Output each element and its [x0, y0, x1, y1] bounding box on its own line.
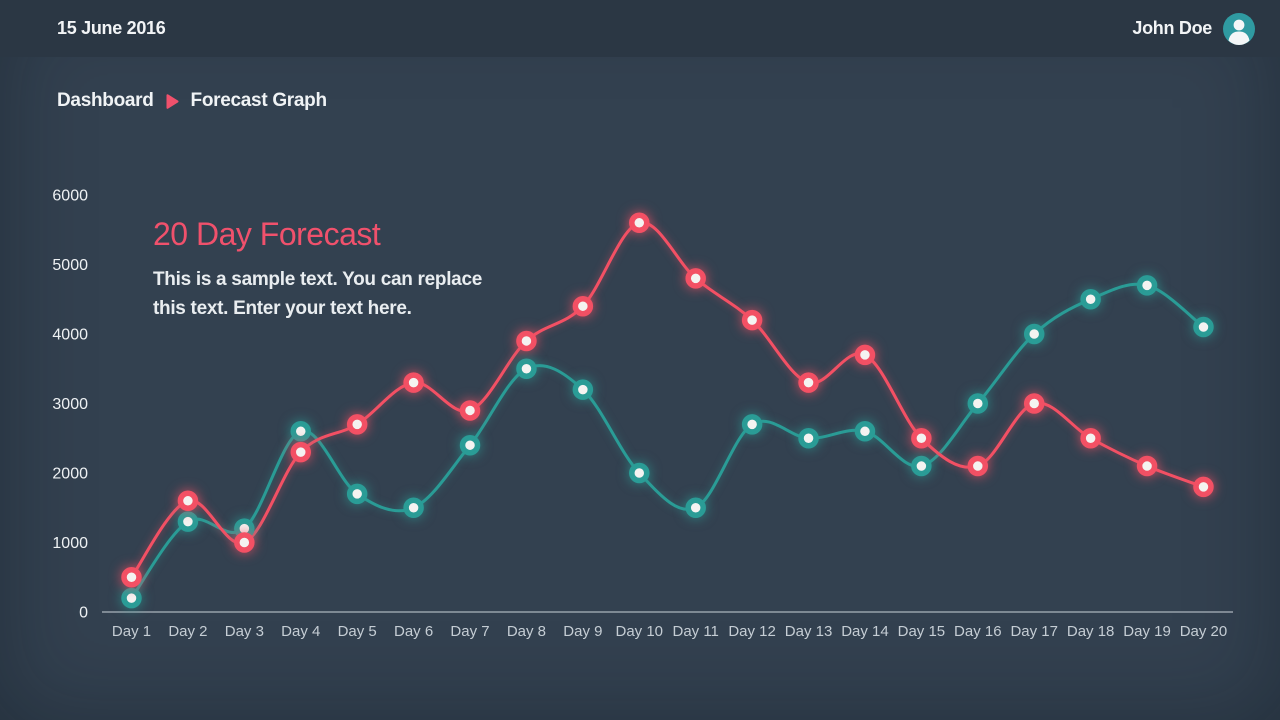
data-point-pink-day-6 [403, 372, 424, 393]
data-point-teal-day-17 [1023, 323, 1045, 345]
top-bar: 15 June 2016 John Doe [0, 0, 1280, 57]
x-tick-label: Day 9 [563, 623, 602, 640]
x-tick-label: Day 19 [1123, 623, 1171, 640]
y-tick-label: 2000 [52, 466, 88, 483]
user-avatar-icon[interactable] [1222, 12, 1256, 46]
data-point-teal-day-12 [741, 414, 763, 435]
x-tick-label: Day 16 [954, 623, 1002, 640]
data-point-pink-day-20 [1193, 476, 1214, 498]
x-tick-label: Day 7 [450, 623, 489, 640]
data-point-pink-day-18 [1080, 428, 1101, 449]
data-point-pink-day-5 [346, 414, 368, 435]
chart-title: 20 Day Forecast [153, 216, 381, 252]
y-tick-label: 5000 [52, 257, 88, 274]
y-tick-label: 0 [79, 605, 88, 622]
data-point-pink-day-16 [967, 455, 989, 477]
data-point-pink-day-8 [516, 330, 537, 352]
x-tick-label: Day 15 [898, 623, 946, 640]
y-tick-label: 1000 [52, 535, 88, 552]
data-point-pink-day-1 [121, 567, 142, 588]
user-menu[interactable]: John Doe [1132, 12, 1256, 46]
data-point-teal-day-13 [798, 428, 819, 449]
data-point-teal-day-15 [911, 455, 932, 477]
x-tick-label: Day 14 [841, 623, 889, 640]
date-label: 15 June 2016 [57, 18, 166, 38]
data-point-teal-day-10 [629, 462, 650, 484]
data-point-teal-day-16 [967, 393, 989, 414]
chart-subtitle: This is a sample text. You can replace t… [153, 269, 482, 319]
data-point-pink-day-4 [290, 441, 312, 463]
x-tick-label: Day 6 [394, 623, 433, 640]
data-point-teal-day-6 [403, 497, 424, 518]
data-point-teal-day-7 [459, 434, 481, 456]
data-point-teal-day-18 [1080, 289, 1101, 310]
data-point-pink-day-3 [234, 532, 255, 553]
data-point-teal-day-5 [346, 483, 368, 505]
y-tick-label: 4000 [52, 327, 88, 344]
data-point-teal-day-19 [1136, 275, 1158, 296]
data-point-teal-day-20 [1193, 316, 1214, 338]
breadcrumb-arrow-icon [166, 93, 179, 109]
data-point-pink-day-10 [629, 212, 650, 234]
data-point-teal-day-14 [854, 421, 876, 442]
x-tick-label: Day 18 [1067, 623, 1115, 640]
breadcrumb-item-current: Forecast Graph [190, 90, 328, 111]
x-tick-label: Day 5 [338, 623, 377, 640]
data-point-pink-day-12 [741, 309, 763, 331]
x-tick-label: Day 11 [672, 623, 718, 640]
data-point-pink-day-2 [177, 490, 199, 512]
data-point-teal-day-1 [121, 587, 142, 609]
data-point-pink-day-15 [911, 428, 932, 449]
data-point-pink-day-9 [572, 295, 594, 317]
data-point-teal-day-2 [177, 511, 199, 532]
data-point-pink-day-14 [854, 344, 876, 366]
x-tick-label: Day 8 [507, 623, 546, 640]
data-point-teal-day-4 [290, 421, 312, 442]
x-tick-label: Day 2 [168, 623, 207, 640]
chart-header: 20 Day Forecast This is a sample text. Y… [153, 216, 513, 323]
data-point-teal-day-8 [516, 358, 537, 379]
data-point-pink-day-17 [1023, 393, 1045, 414]
x-tick-label: Day 13 [785, 623, 833, 640]
x-tick-label: Day 10 [616, 623, 664, 640]
x-tick-label: Day 3 [225, 623, 264, 640]
data-point-pink-day-11 [685, 268, 706, 289]
data-point-pink-day-13 [798, 372, 819, 393]
data-point-teal-day-9 [572, 379, 594, 400]
x-tick-label: Day 12 [728, 623, 776, 640]
x-tick-label: Day 17 [1010, 623, 1058, 640]
y-tick-label: 6000 [52, 188, 88, 205]
user-name: John Doe [1132, 18, 1212, 38]
data-point-pink-day-7 [459, 400, 481, 421]
x-tick-label: Day 1 [112, 623, 151, 640]
breadcrumb: Dashboard Forecast Graph [57, 90, 327, 112]
data-point-pink-day-19 [1136, 455, 1158, 477]
x-tick-label: Day 20 [1180, 623, 1228, 640]
breadcrumb-item-dashboard[interactable]: Dashboard [57, 90, 154, 111]
y-tick-label: 3000 [52, 396, 88, 413]
x-tick-label: Day 4 [281, 623, 320, 640]
data-point-teal-day-11 [685, 497, 706, 518]
